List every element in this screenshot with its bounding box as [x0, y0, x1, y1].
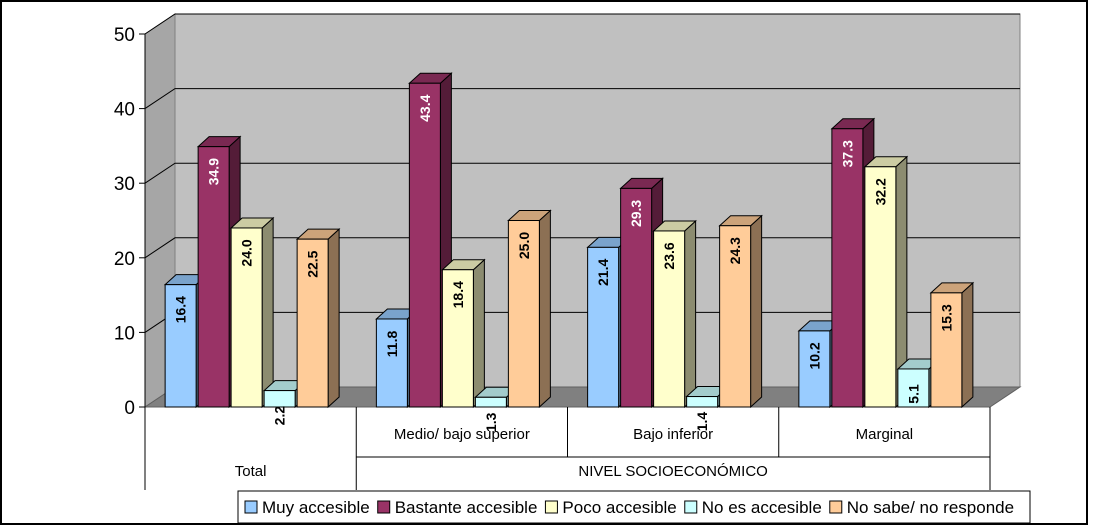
y-tick-label: 10: [114, 323, 135, 344]
data-label: 29.3: [628, 200, 644, 227]
category-label: Bajo inferior: [633, 426, 713, 443]
data-label: 34.9: [206, 158, 222, 185]
bar-side: [538, 209, 551, 409]
data-label: 22.5: [305, 250, 321, 277]
bar: [620, 187, 653, 408]
group-label: NIVEL SOCIOECONÓMICO: [578, 463, 767, 480]
category-label: Marginal: [856, 426, 914, 443]
bar-side: [261, 216, 274, 409]
bar: [798, 330, 831, 408]
data-label: 18.4: [450, 281, 466, 308]
data-label: 11.8: [384, 331, 400, 358]
y-tick-label: 20: [114, 249, 135, 270]
bar: [263, 390, 296, 408]
bars: [163, 72, 975, 409]
bar-side: [472, 258, 485, 409]
data-label: 37.3: [839, 140, 855, 167]
bar: [686, 396, 719, 408]
legend-swatch: [244, 500, 258, 514]
y-tick-label: 30: [114, 174, 135, 195]
data-label: 24.0: [239, 239, 255, 266]
gridline: [144, 88, 1020, 110]
bar: [230, 227, 263, 408]
bar: [441, 269, 474, 408]
bar: [864, 166, 897, 408]
legend-entry: Muy accesible: [262, 498, 370, 517]
bar: [831, 128, 864, 408]
data-label: 43.4: [417, 94, 433, 121]
legend-swatch: [684, 500, 698, 514]
legend-entry: Poco accesible: [562, 498, 676, 517]
legend-entry: No es accesible: [702, 498, 822, 517]
data-label: 25.0: [516, 232, 532, 259]
y-axis: 0 10 20 30 40 50: [114, 25, 146, 419]
category-label: Total: [235, 463, 267, 480]
gridline: [144, 162, 1020, 184]
y-tick-label: 0: [124, 398, 135, 419]
bar-side: [750, 214, 763, 409]
data-label: 10.2: [806, 342, 822, 369]
data-labels: 16.4 34.9 24.0 2.2 22.5 11.8 43.4 18.4 1.3 25.0 21…: [173, 94, 955, 432]
data-label: 5.1: [905, 384, 921, 404]
bar: [164, 284, 197, 408]
legend-swatch: [377, 500, 391, 514]
y-tick-label: 40: [114, 100, 135, 121]
data-label: 24.3: [727, 237, 743, 264]
bar: [408, 82, 441, 408]
data-label: 2.2: [272, 406, 288, 426]
data-label: 23.6: [661, 242, 677, 269]
legend-swatch: [829, 500, 843, 514]
bar-side: [961, 281, 974, 409]
category-label: Medio/ bajo superior: [394, 426, 530, 443]
bar: [375, 318, 408, 408]
bar: [653, 230, 686, 408]
data-label: 1.3: [483, 412, 499, 432]
bar: [930, 292, 963, 408]
data-label: 16.4: [173, 296, 189, 323]
bar-side: [327, 228, 340, 409]
data-label: 21.4: [595, 259, 611, 286]
bar: [587, 246, 620, 408]
legend-swatch: [544, 500, 558, 514]
legend: Muy accesible Bastante accesible Poco acce…: [237, 490, 1031, 524]
bar: [474, 396, 507, 408]
bar-side: [684, 219, 697, 409]
bar: [296, 238, 329, 408]
bar: [197, 146, 230, 408]
legend-box: [237, 490, 1031, 524]
data-label: 32.2: [872, 178, 888, 205]
bar: [507, 220, 540, 408]
y-tick-label: 50: [114, 25, 135, 46]
legend-entry: No sabe/ no responde: [847, 498, 1014, 517]
bar: [897, 368, 930, 408]
legend-entry: Bastante accesible: [395, 498, 538, 517]
bar: [719, 225, 752, 408]
data-label: 1.4: [694, 412, 710, 432]
data-label: 15.3: [938, 304, 954, 331]
gridline: [144, 13, 1020, 35]
x-axis-table: Total Medio/ bajo superior Bajo inferior Ma…: [144, 407, 991, 490]
